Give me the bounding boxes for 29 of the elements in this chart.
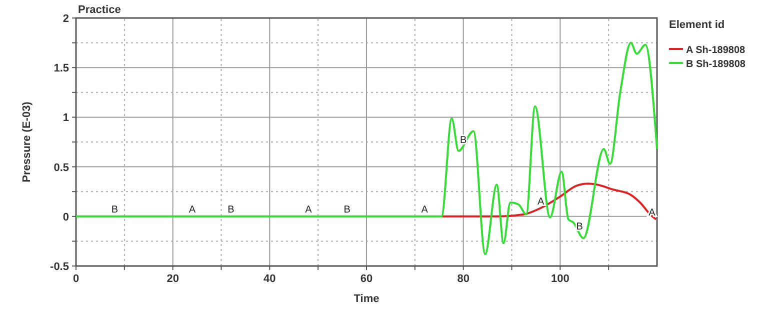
x-tick-label: 80: [457, 273, 470, 285]
y-tick-label: 0.5: [54, 162, 69, 174]
x-axis-title: Time: [354, 293, 380, 305]
annotation: A: [537, 196, 544, 208]
line-series: [75, 42, 658, 256]
annotation: B: [228, 204, 235, 216]
chart-title: Practice: [78, 4, 121, 16]
x-tick-label: 40: [264, 273, 276, 285]
y-tick-label: 1.5: [54, 62, 69, 75]
annotation: B: [344, 204, 351, 216]
line-series: [440, 182, 658, 220]
legend-title: Element id: [669, 19, 725, 31]
annotation: A: [188, 204, 196, 216]
y-tick-label: 0: [62, 211, 69, 224]
y-tick-label: -0.5: [50, 261, 69, 273]
annotation: A: [648, 207, 656, 218]
annotation: A: [305, 204, 312, 216]
y-tick-label: 1: [62, 112, 69, 124]
annotation: A: [421, 204, 428, 216]
legend-label: A Sh-189808: [686, 45, 746, 56]
x-tick-label: 0: [72, 273, 80, 285]
x-tick-label: 100: [550, 273, 570, 285]
x-tick-label: 60: [360, 273, 373, 285]
y-tick-label: 2: [62, 13, 69, 25]
annotation: B: [111, 204, 118, 216]
annotation: B: [576, 221, 584, 232]
x-tick-label: 20: [166, 273, 179, 285]
y-axis-title: Pressure (E-03): [21, 101, 33, 182]
legend-label: B Sh-189808: [686, 59, 746, 70]
